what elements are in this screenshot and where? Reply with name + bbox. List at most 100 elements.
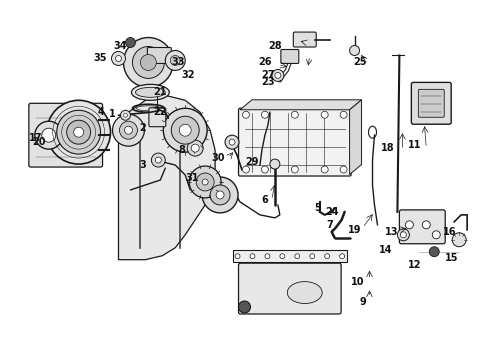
Circle shape [397,229,408,241]
Text: 1: 1 [109,109,116,119]
Circle shape [132,46,164,78]
Ellipse shape [287,282,322,303]
Text: 6: 6 [261,195,268,205]
Circle shape [111,51,125,66]
Circle shape [115,55,121,62]
Text: 22: 22 [153,107,167,117]
Text: 10: 10 [350,276,364,287]
Text: 23: 23 [261,77,274,87]
Text: 7: 7 [325,220,332,230]
FancyBboxPatch shape [148,108,165,127]
Circle shape [120,110,130,120]
Circle shape [339,254,344,259]
Polygon shape [349,100,361,175]
Circle shape [224,135,239,149]
Text: 3: 3 [139,160,145,170]
Circle shape [123,113,127,117]
FancyBboxPatch shape [232,250,346,262]
Text: 4: 4 [97,107,104,117]
Circle shape [428,247,438,257]
Circle shape [216,191,224,199]
Text: 24: 24 [324,207,338,217]
Circle shape [123,37,173,87]
Polygon shape [240,100,361,110]
Circle shape [405,221,412,229]
Text: 11: 11 [407,140,420,150]
Circle shape [179,124,191,136]
Circle shape [196,173,214,191]
Circle shape [261,166,268,173]
Text: 34: 34 [114,41,127,50]
Circle shape [261,111,268,118]
FancyBboxPatch shape [29,103,102,167]
Circle shape [163,108,207,152]
Circle shape [242,111,249,118]
Polygon shape [118,95,215,260]
Text: 8: 8 [179,145,185,155]
Circle shape [228,139,235,145]
Circle shape [151,153,165,167]
Text: 5: 5 [314,203,321,213]
Ellipse shape [135,87,165,97]
Text: 25: 25 [352,58,366,67]
Text: 18: 18 [380,143,393,153]
FancyBboxPatch shape [238,263,341,314]
Circle shape [41,128,56,142]
Circle shape [202,177,238,213]
Circle shape [349,45,359,55]
Text: 26: 26 [258,58,271,67]
Circle shape [235,254,240,259]
Circle shape [238,301,250,313]
FancyBboxPatch shape [410,82,450,124]
Text: 32: 32 [181,71,195,80]
Text: 27: 27 [261,71,274,80]
Text: 31: 31 [185,173,199,183]
Circle shape [47,100,110,164]
Circle shape [119,121,137,139]
Circle shape [210,185,229,205]
Text: 19: 19 [347,225,361,235]
Text: 29: 29 [244,157,258,167]
Circle shape [340,166,346,173]
Circle shape [264,254,269,259]
Text: 33: 33 [171,58,184,67]
Circle shape [291,166,298,173]
Text: 15: 15 [444,253,457,263]
Circle shape [125,37,135,48]
FancyBboxPatch shape [293,32,316,47]
Text: 21: 21 [153,87,167,97]
Text: 13: 13 [384,227,397,237]
Text: 9: 9 [358,297,365,306]
Circle shape [249,254,254,259]
Circle shape [400,232,406,238]
Circle shape [57,110,101,154]
FancyBboxPatch shape [280,50,298,63]
FancyBboxPatch shape [417,89,443,117]
FancyBboxPatch shape [399,210,444,244]
Text: 28: 28 [267,41,281,50]
Circle shape [279,254,285,259]
Circle shape [321,111,327,118]
Circle shape [165,50,185,71]
Circle shape [242,166,249,173]
Text: 12: 12 [407,260,420,270]
Circle shape [309,254,314,259]
Text: 16: 16 [442,227,455,237]
Text: 2: 2 [139,123,145,133]
Circle shape [202,179,208,185]
Text: 17: 17 [29,133,42,143]
Text: 30: 30 [211,153,224,163]
Circle shape [112,114,144,146]
Circle shape [74,127,83,137]
FancyBboxPatch shape [238,108,350,176]
Circle shape [431,231,439,239]
Circle shape [189,166,221,198]
Ellipse shape [131,84,169,100]
Circle shape [271,69,283,81]
FancyBboxPatch shape [147,48,171,63]
Text: 20: 20 [32,137,45,147]
Circle shape [191,144,199,152]
Circle shape [340,111,346,118]
Circle shape [170,55,180,66]
Circle shape [451,233,465,247]
